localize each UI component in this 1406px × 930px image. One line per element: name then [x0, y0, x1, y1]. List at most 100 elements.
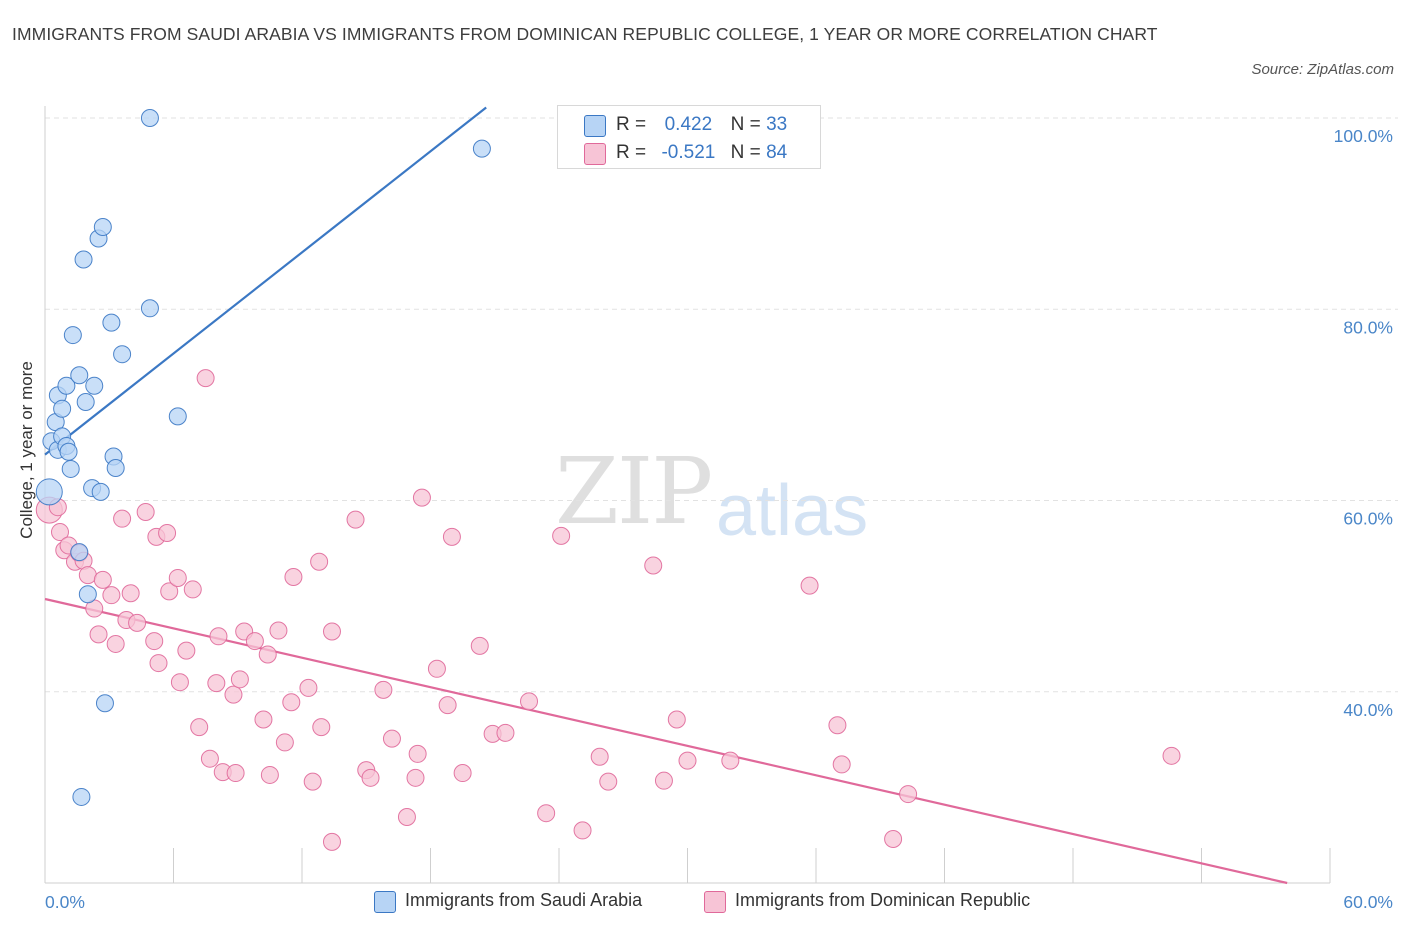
point-saudi-arabia [472, 139, 491, 158]
point-dominican-republic [168, 568, 187, 587]
y-axis-label-wrap: College, 1 year or more [14, 300, 40, 600]
source-note: Source: ZipAtlas.com [1251, 61, 1394, 78]
point-saudi-arabia [140, 299, 159, 318]
point-dominican-republic [520, 692, 539, 711]
point-saudi-arabia [74, 250, 93, 269]
y-tick-label: 100.0% [1334, 126, 1393, 146]
point-dominican-republic [884, 830, 903, 849]
point-saudi-arabia [70, 543, 89, 562]
y-tick-label: 60.0% [1343, 509, 1393, 529]
y-axis-label: College, 1 year or more [17, 361, 36, 539]
point-saudi-arabia [91, 482, 110, 501]
point-dominican-republic [260, 765, 279, 784]
point-saudi-arabia [63, 326, 82, 345]
point-saudi-arabia [93, 218, 112, 237]
point-saudi-arabia [168, 407, 187, 426]
point-dominican-republic [721, 751, 740, 770]
point-dominican-republic [374, 680, 393, 699]
point-dominican-republic [158, 524, 177, 543]
point-dominican-republic [654, 771, 673, 790]
point-dominican-republic [382, 729, 401, 748]
point-dominican-republic [183, 580, 202, 599]
point-dominican-republic [552, 526, 571, 545]
point-dominican-republic [573, 821, 592, 840]
point-dominican-republic [209, 627, 228, 646]
gridlines [45, 117, 1398, 693]
point-dominican-republic [442, 527, 461, 546]
correlation-legend: R = 0.422 N = 33 R = -0.521 N = 84 [557, 105, 821, 169]
point-saudi-arabia [59, 442, 78, 461]
point-dominican-republic [644, 556, 663, 575]
legend-swatch-pink [704, 891, 726, 913]
trend-line-saudi-arabia [44, 106, 487, 456]
legend-swatch-blue [584, 115, 606, 137]
point-dominican-republic [93, 570, 112, 589]
point-dominican-republic [397, 808, 416, 827]
point-dominican-republic [828, 716, 847, 735]
watermark-atlas: atlas [716, 471, 869, 551]
point-dominican-republic [346, 510, 365, 529]
point-saudi-arabia [85, 376, 104, 395]
point-saudi-arabia [78, 585, 97, 604]
point-saudi-arabia [76, 393, 95, 412]
point-dominican-republic [590, 747, 609, 766]
legend-label-dominican: Immigrants from Dominican Republic [735, 890, 1031, 910]
point-dominican-republic [537, 804, 556, 823]
point-dominican-republic [145, 632, 164, 651]
point-dominican-republic [275, 733, 294, 752]
point-dominican-republic [128, 613, 147, 632]
point-saudi-arabia [57, 376, 76, 395]
point-dominican-republic [412, 488, 431, 507]
point-dominican-republic [177, 641, 196, 660]
point-dominican-republic [408, 744, 427, 763]
point-saudi-arabia [140, 109, 159, 127]
y-tick-label: 80.0% [1343, 317, 1393, 337]
point-dominican-republic [207, 674, 226, 693]
point-dominican-republic [50, 523, 69, 542]
point-dominican-republic [89, 625, 108, 644]
point-dominican-republic [438, 696, 457, 715]
point-dominican-republic [406, 768, 425, 787]
point-dominican-republic [113, 509, 132, 528]
point-saudi-arabia [102, 313, 121, 332]
point-saudi-arabia [113, 345, 132, 364]
x-tick-label: 0.0% [45, 892, 85, 912]
trend-line-dominican-republic [44, 597, 1288, 885]
point-dominican-republic [78, 566, 97, 585]
x-tick-label: 60.0% [1343, 892, 1393, 912]
point-saudi-arabia [106, 458, 125, 477]
point-dominican-republic [832, 755, 851, 774]
point-dominican-republic [322, 832, 341, 851]
point-dominican-republic [121, 584, 140, 603]
point-dominican-republic [258, 645, 277, 664]
point-dominican-republic [899, 785, 918, 804]
point-saudi-arabia [35, 478, 63, 506]
point-dominican-republic [200, 749, 219, 768]
point-dominican-republic [470, 636, 489, 655]
point-dominican-republic [106, 634, 125, 653]
point-saudi-arabia [95, 694, 114, 713]
y-tick-label: 40.0% [1343, 700, 1393, 720]
point-saudi-arabia [61, 459, 80, 478]
point-dominican-republic [282, 693, 301, 712]
point-dominican-republic [269, 621, 288, 640]
point-dominican-republic [800, 576, 819, 595]
legend-text-saudi: R = 0.422 N = 33 [616, 114, 788, 135]
point-dominican-republic [196, 369, 215, 388]
point-dominican-republic [299, 678, 318, 697]
point-dominican-republic [136, 502, 155, 521]
point-saudi-arabia [53, 399, 72, 418]
legend-text-dominican: R = -0.521 N = 84 [616, 142, 788, 163]
point-dominican-republic [312, 718, 331, 737]
legend-swatch-pink [584, 143, 606, 165]
chart-title: IMMIGRANTS FROM SAUDI ARABIA VS IMMIGRAN… [12, 24, 1158, 44]
legend-swatch-blue [374, 891, 396, 913]
point-saudi-arabia [72, 787, 91, 806]
point-dominican-republic [160, 582, 179, 601]
point-dominican-republic [361, 768, 380, 787]
point-dominican-republic [453, 764, 472, 783]
point-dominican-republic [226, 764, 245, 783]
point-dominican-republic [284, 568, 303, 586]
point-dominican-republic [322, 622, 341, 641]
